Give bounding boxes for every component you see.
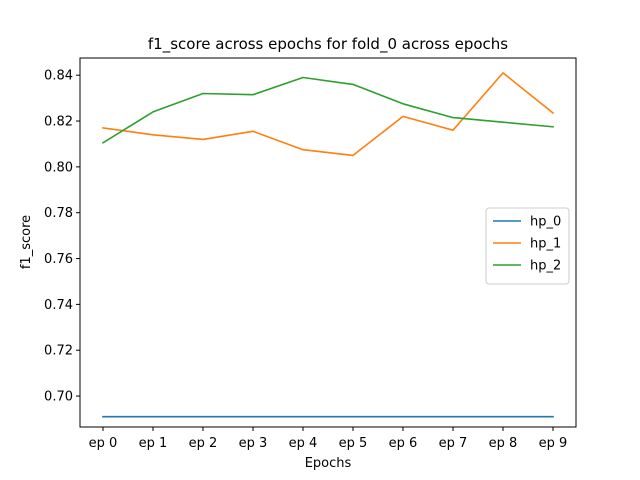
x-tick-label: ep 9 [539, 436, 568, 451]
legend-label-hp_0: hp_0 [530, 215, 561, 230]
y-tick-label: 0.76 [44, 252, 73, 267]
y-tick-label: 0.80 [44, 160, 73, 175]
legend: hp_0 hp_1 hp_2 [485, 207, 570, 285]
series-line-hp_2 [101, 76, 554, 144]
series-line-hp_1 [102, 72, 555, 157]
y-tick-label: 0.82 [44, 115, 73, 130]
plot-frame [79, 57, 577, 428]
legend-label-hp_2: hp_2 [530, 259, 561, 274]
chart-title: f1_score across epochs for fold_0 across… [148, 35, 508, 54]
y-tick-label: 0.78 [44, 206, 73, 221]
legend-label-hp_1: hp_1 [530, 237, 561, 252]
y-tick-label: 0.74 [44, 298, 73, 313]
y-tick-label: 0.84 [44, 69, 73, 84]
x-tick-label: ep 6 [389, 436, 418, 451]
plot-area: ep 0 ep 1 ep 2 ep 3 ep 4 ep 5 ep 6 ep 7 ep 8 ep 9… [44, 69, 567, 451]
x-tick-label: ep 2 [189, 436, 218, 451]
y-tick-label: 0.70 [44, 390, 73, 405]
x-tick-label: ep 0 [89, 436, 118, 451]
y-tick-label: 0.72 [44, 344, 73, 359]
x-axis-label: Epochs [305, 456, 352, 471]
x-tick-label: ep 1 [139, 436, 168, 451]
y-axis-label: f1_score [19, 215, 34, 269]
x-tick-label: ep 4 [289, 436, 318, 451]
x-tick-label: ep 8 [489, 436, 518, 451]
x-tick-label: ep 5 [339, 436, 368, 451]
x-tick-label: ep 7 [439, 436, 468, 451]
x-tick-label: ep 3 [239, 436, 268, 451]
